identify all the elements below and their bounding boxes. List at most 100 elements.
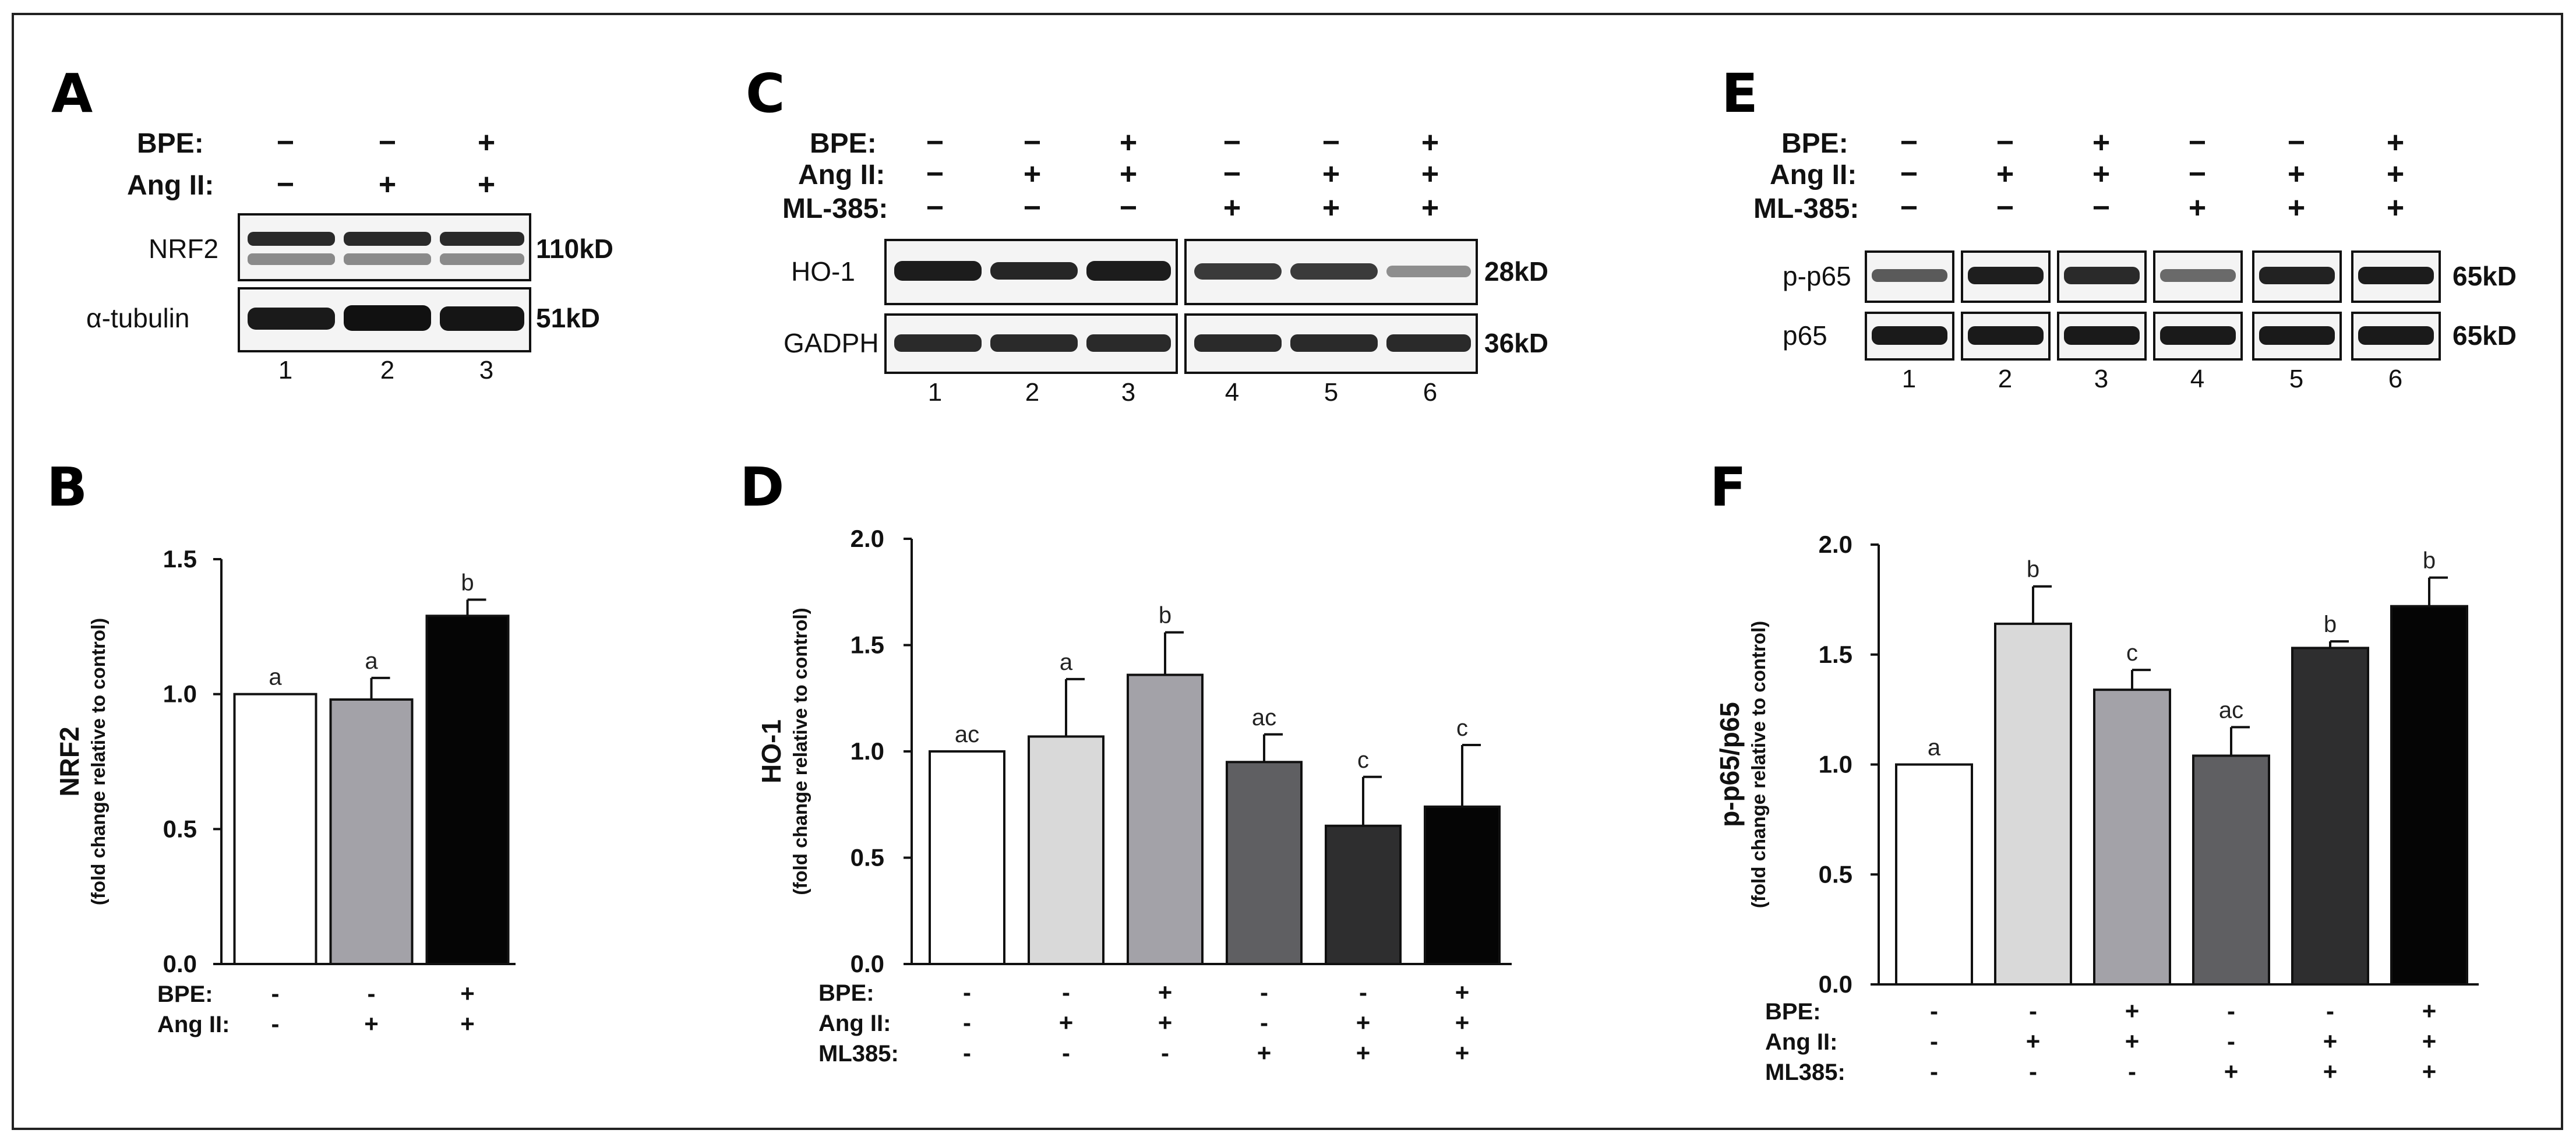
chart-b-bar	[233, 693, 317, 965]
chart-f-condition-sign: -	[2029, 997, 2037, 1025]
panel-a-tubulin-label: α-tubulin	[86, 303, 189, 333]
chart-f-condition-sign: +	[2323, 1058, 2338, 1085]
panel-e-p65-label: p65	[1783, 320, 1827, 351]
panel-c-lane-4: 4	[1225, 378, 1239, 407]
panel-letter-c: C	[746, 62, 785, 125]
panel-e-angii-sign-6: +	[2387, 157, 2404, 191]
panel-c-ho1-band-6	[1386, 266, 1471, 277]
panel-e-bpe-sign-4: −	[2189, 126, 2206, 160]
chart-f-condition-sign: -	[2029, 1058, 2037, 1085]
panel-e-pp65-band-4	[2160, 269, 2236, 282]
chart-d-ho1: 0.0 0.5 1.0 1.5 2.0 HO-1 (fold change relative…	[756, 525, 1512, 1067]
chart-d-ytick-label: 1.5	[851, 631, 884, 659]
panel-a-angii-label: Ang II:	[127, 170, 214, 201]
panel-c-gadph-band-2	[990, 334, 1078, 352]
chart-d-condition-label: BPE:	[818, 980, 874, 1006]
panel-a-bpe-label: BPE:	[137, 128, 204, 159]
chart-d-condition-sign: -	[963, 979, 971, 1006]
chart-b-ytick-label: 1.5	[163, 545, 197, 573]
panel-a-bpe-sign-1: −	[277, 126, 294, 160]
chart-b-condition-label: BPE:	[157, 981, 213, 1007]
panel-e-angii-sign-1: −	[1900, 157, 1918, 191]
chart-b-ysublabel: (fold change relative to control)	[87, 618, 109, 905]
panel-c-gadph-band-6	[1386, 334, 1471, 352]
chart-b-ytick-label: 0.5	[163, 815, 197, 842]
panel-c-gadph-band-3	[1086, 334, 1171, 352]
chart-d-condition-sign: -	[963, 1039, 971, 1067]
panel-a-bpe-sign-2: −	[379, 126, 396, 160]
chart-d-condition-label: Ang II:	[818, 1011, 891, 1036]
panel-a-lane-3: 3	[479, 356, 493, 384]
chart-b-ylabel: NRF2	[54, 726, 84, 796]
chart-f-ytick-label: 1.5	[1819, 641, 1852, 668]
panel-c-angii-label: Ang II:	[798, 160, 885, 190]
chart-b-condition-sign: +	[460, 1010, 475, 1037]
chart-f-condition-sign: +	[2323, 1028, 2338, 1055]
panel-a-lane-2: 2	[380, 356, 394, 384]
chart-d-condition-sign: +	[1455, 1009, 1470, 1036]
chart-d-condition-sign: -	[1260, 1009, 1268, 1036]
chart-f-sig-letter: b	[2324, 612, 2337, 637]
panel-letter-e: E	[1721, 62, 1758, 125]
chart-d-ytick-label: 1.0	[851, 737, 884, 765]
panel-e-p65-band-4	[2160, 326, 2236, 345]
chart-f-condition-sign: -	[2128, 1058, 2136, 1085]
chart-f-sig-letter: c	[2126, 640, 2138, 666]
panel-c-ml385-sign-2: −	[1024, 191, 1041, 225]
chart-f-condition-sign: +	[2026, 1028, 2041, 1055]
panel-e-lane-2: 2	[1998, 365, 2012, 393]
panel-c-angii-sign-6: +	[1421, 157, 1439, 191]
chart-f-condition-label: ML385:	[1765, 1060, 1845, 1085]
chart-d-condition-sign: +	[1158, 979, 1173, 1006]
chart-d-condition-sign: +	[1356, 1009, 1371, 1036]
chart-b-sig-letter: a	[269, 665, 282, 690]
chart-b-sig-letter: b	[461, 570, 474, 596]
panel-a-nrf2-band-1	[248, 232, 335, 246]
chart-f-bar	[2192, 754, 2270, 986]
chart-f-bar	[2390, 605, 2468, 986]
panel-a-western-blot: A BPE: − − + Ang II: − + + NRF2 110kD α-…	[51, 62, 613, 384]
panel-a-tubulin-band-2	[344, 305, 431, 331]
panel-e-pp65-band-1	[1872, 269, 1947, 282]
panel-c-ml385-sign-4: +	[1223, 191, 1241, 225]
chart-d-bar	[1127, 673, 1204, 965]
chart-f-condition-sign: -	[2227, 997, 2235, 1025]
panel-letter-a: A	[51, 62, 93, 125]
chart-b-nrf2: 0.0 0.5 1.0 1.5 NRF2 (fold change relative to…	[54, 545, 516, 1037]
chart-b-bar	[329, 698, 414, 966]
chart-d-sig-letter: b	[1159, 603, 1171, 629]
panel-c-ml385-sign-5: +	[1322, 191, 1340, 225]
chart-f-condition-sign: -	[1930, 1058, 1938, 1085]
chart-f-sig-letter: b	[2027, 557, 2039, 582]
panel-c-angii-sign-4: −	[1223, 157, 1241, 191]
panel-e-ml385-sign-3: −	[2092, 191, 2110, 225]
panel-a-tubulin-band-3	[440, 306, 524, 331]
panel-e-pp65-kd: 65kD	[2453, 261, 2517, 291]
panel-e-ml385-sign-1: −	[1900, 191, 1918, 225]
chart-d-condition-sign: +	[1257, 1039, 1272, 1067]
panel-e-pp65-band-6	[2358, 267, 2434, 284]
panel-c-angii-sign-3: +	[1120, 157, 1137, 191]
panel-e-bpe-label: BPE:	[1781, 128, 1848, 159]
outer-frame	[12, 13, 2563, 1130]
chart-f-bar	[1994, 622, 2072, 986]
panel-e-p65-band-3	[2064, 326, 2140, 345]
panel-e-pp65-label: p-p65	[1783, 261, 1851, 291]
chart-f-sig-letter: ac	[2219, 697, 2243, 723]
panel-a-nrf2-kd: 110kD	[536, 234, 613, 264]
chart-d-ytick-label: 2.0	[851, 525, 884, 552]
chart-f-condition-sign: +	[2422, 997, 2437, 1025]
panel-c-lane-5: 5	[1324, 378, 1338, 407]
chart-d-bar	[929, 750, 1005, 965]
chart-f-condition-sign: -	[1930, 997, 1938, 1025]
panel-c-bpe-sign-4: −	[1223, 126, 1241, 160]
chart-d-condition-sign: +	[1455, 979, 1470, 1006]
chart-b-bar	[425, 615, 510, 966]
chart-f-condition-sign: +	[2125, 1028, 2140, 1055]
chart-b-condition-sign: +	[364, 1010, 379, 1037]
panel-e-p65-band-1	[1872, 326, 1947, 345]
chart-d-condition-sign: +	[1059, 1009, 1074, 1036]
chart-f-bar	[1895, 763, 1973, 986]
chart-f-ysublabel: (fold change relative to control)	[1748, 621, 1769, 908]
